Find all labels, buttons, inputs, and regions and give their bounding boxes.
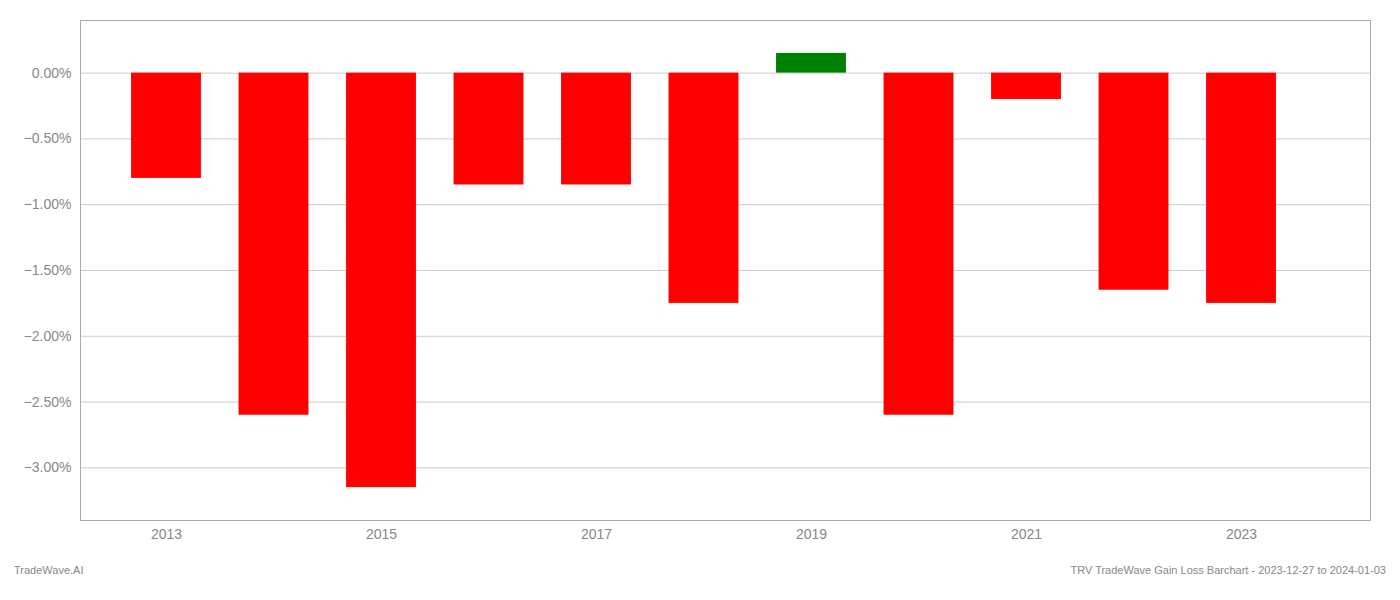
svg-text:2021: 2021 — [1011, 526, 1042, 542]
svg-text:−1.50%: −1.50% — [24, 262, 72, 278]
svg-text:2017: 2017 — [581, 526, 612, 542]
svg-text:−0.50%: −0.50% — [24, 130, 72, 146]
svg-text:−2.00%: −2.00% — [24, 328, 72, 344]
svg-text:−3.00%: −3.00% — [24, 459, 72, 475]
svg-text:−2.50%: −2.50% — [24, 394, 72, 410]
html-text:TradeWave.AI: TradeWave.AI — [14, 564, 84, 576]
svg-text:2019: 2019 — [796, 526, 827, 542]
svg-text:2015: 2015 — [366, 526, 397, 542]
svg-text:−1.00%: −1.00% — [24, 196, 72, 212]
html-text:TRV TradeWave Gain Loss Barcha: TRV TradeWave Gain Loss Barchart - 2023-… — [1070, 564, 1386, 576]
svg-text:2013: 2013 — [151, 526, 182, 542]
svg-text:2023: 2023 — [1226, 526, 1257, 542]
svg-text:0.00%: 0.00% — [32, 65, 72, 81]
